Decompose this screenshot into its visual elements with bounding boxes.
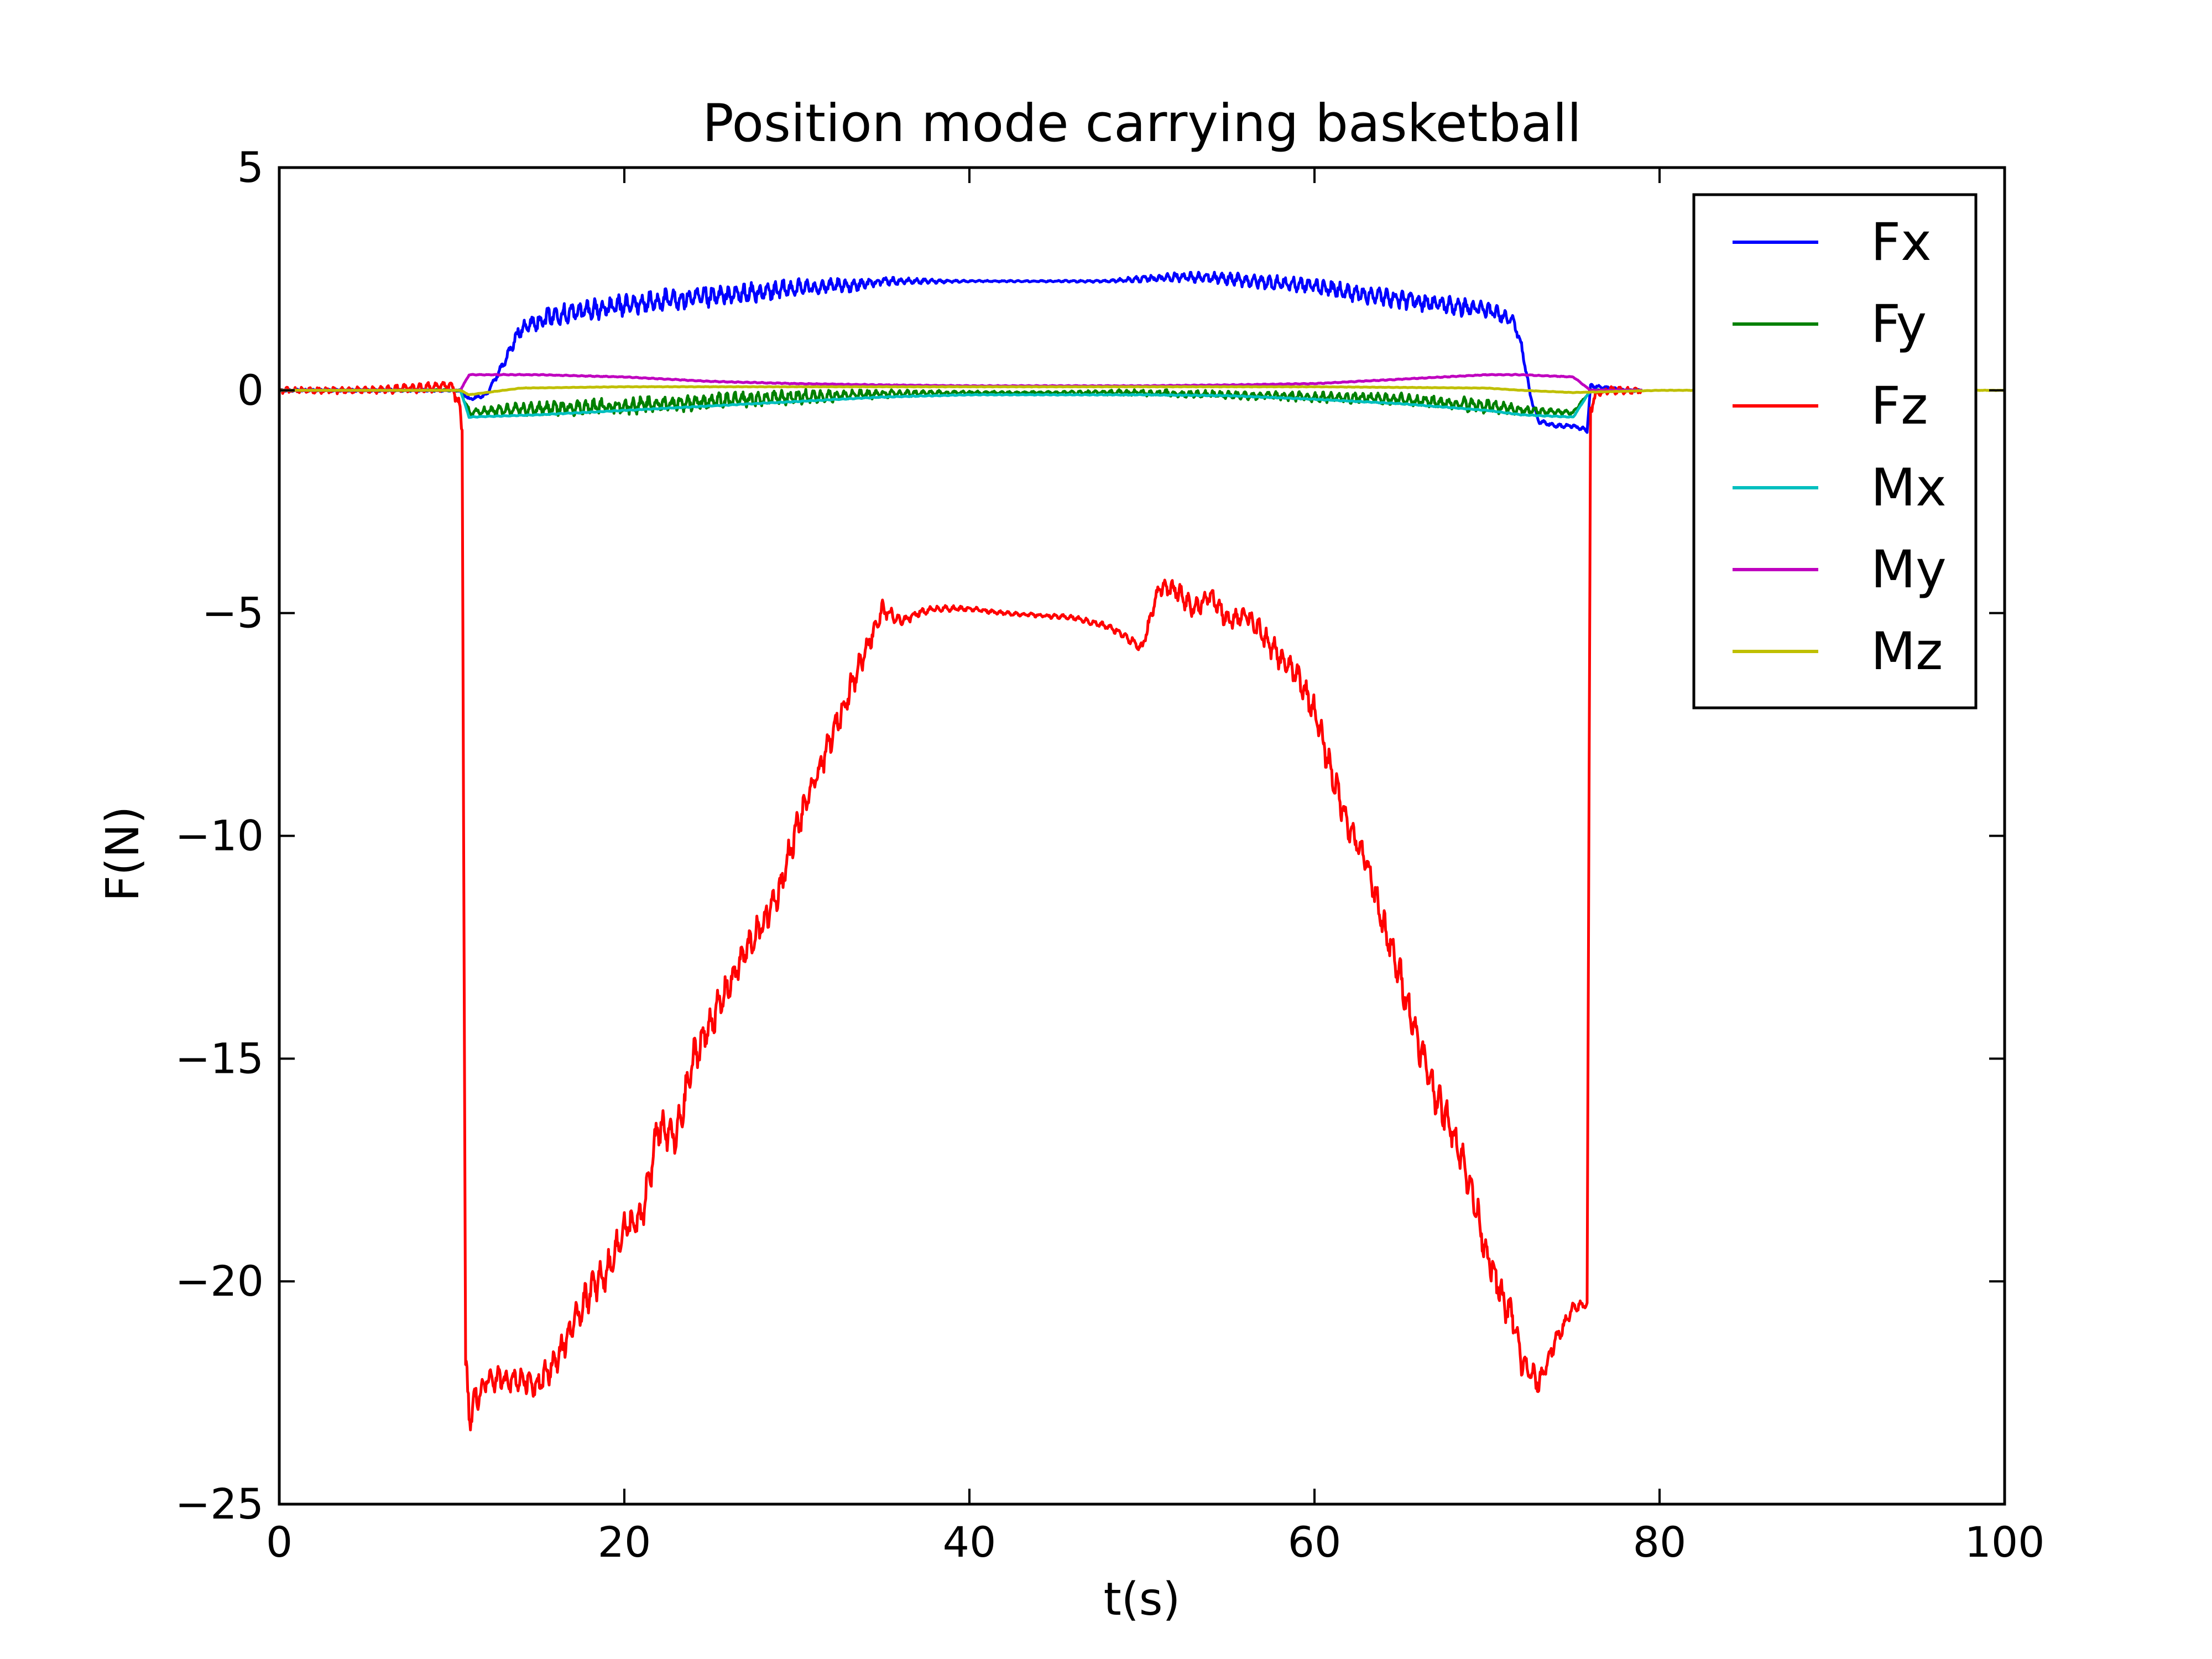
x-tick-label: 100 [1964, 1517, 2044, 1567]
x-tick-label: 60 [1288, 1517, 1342, 1567]
y-tick-label: 0 [237, 366, 264, 415]
y-axis-label: F(N) [97, 806, 149, 902]
series-line-mx [279, 388, 1644, 419]
chart-title: Position mode carrying basketball [702, 93, 1582, 154]
y-tick-label: −5 [202, 588, 264, 638]
legend-label-fx: Fx [1871, 212, 1932, 273]
legend-label-fy: Fy [1871, 294, 1927, 354]
x-tick-label: 20 [598, 1517, 651, 1567]
y-tick-label: −25 [175, 1479, 264, 1528]
series-line-fz [279, 380, 1644, 1432]
y-tick-label: −15 [175, 1034, 264, 1083]
x-tick-label: 0 [266, 1517, 293, 1567]
legend-label-mx: Mx [1871, 458, 1947, 518]
series-line-fy [279, 388, 1644, 419]
series-line-fx [279, 270, 1644, 434]
legend-label-fz: Fz [1871, 376, 1928, 436]
x-tick-label: 80 [1633, 1517, 1687, 1567]
y-tick-label: −20 [175, 1256, 264, 1306]
legend-box [1692, 193, 1978, 709]
ticks-layer: 0 20 40 60 80 100 5 0 −5 −10 −15 −20 −25 [175, 143, 2045, 1567]
legend-label-mz: Mz [1871, 622, 1943, 682]
legend: Fx Fy Fz Mx My Mz [1692, 193, 1978, 709]
x-axis-label: t(s) [1104, 1573, 1181, 1626]
y-tick-label: 5 [237, 143, 264, 192]
y-tick-label: −10 [175, 811, 264, 860]
legend-label-my: My [1871, 540, 1947, 600]
x-tick-label: 40 [943, 1517, 997, 1567]
